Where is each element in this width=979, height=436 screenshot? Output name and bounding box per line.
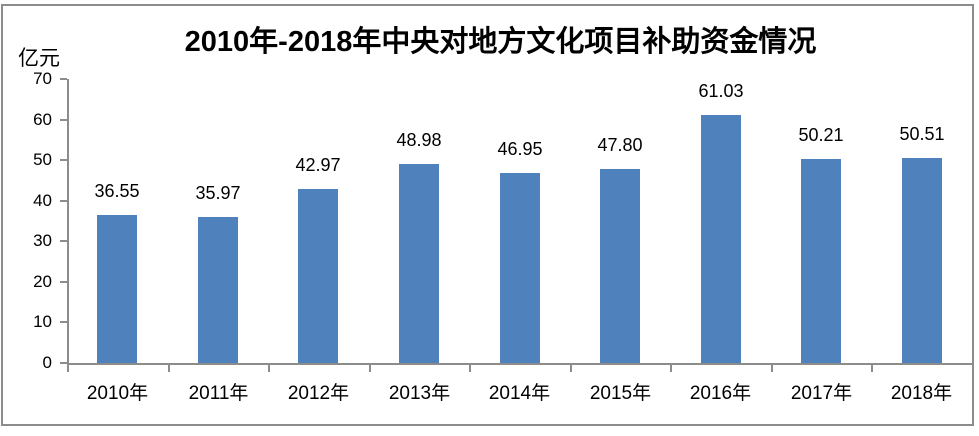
- bar: [97, 215, 137, 363]
- bar-value-label: 48.98: [396, 130, 442, 150]
- x-category-label: 2012年: [287, 383, 350, 404]
- bar: [198, 217, 238, 363]
- x-category-label: 2015年: [589, 383, 652, 404]
- bar: [399, 164, 439, 363]
- y-tick-label: 50: [33, 150, 52, 169]
- y-tick-label: 20: [33, 272, 52, 291]
- x-category-label: 2018年: [890, 383, 953, 404]
- y-axis-tick: [60, 362, 67, 364]
- x-category-label: 2014年: [488, 383, 551, 404]
- bar: [701, 115, 741, 363]
- x-category-label: 2016年: [689, 383, 752, 404]
- y-axis-tick: [60, 281, 67, 283]
- x-axis-tick: [268, 365, 270, 372]
- x-axis-tick: [369, 365, 371, 372]
- bar: [902, 158, 942, 363]
- bar: [600, 169, 640, 363]
- x-axis-tick: [771, 365, 773, 372]
- x-axis-tick: [670, 365, 672, 372]
- bar-value-label: 47.80: [597, 135, 643, 155]
- x-category-label: 2017年: [790, 383, 853, 404]
- x-axis-tick: [871, 365, 873, 372]
- x-axis-tick: [67, 365, 69, 372]
- y-axis-tick: [60, 321, 67, 323]
- y-axis-tick: [60, 119, 67, 121]
- x-category-label: 2011年: [188, 383, 249, 404]
- y-tick-label: 10: [33, 312, 52, 331]
- bar: [500, 173, 540, 363]
- bar: [801, 159, 841, 363]
- bar-value-label: 50.51: [899, 124, 945, 144]
- bar: [298, 189, 338, 363]
- chart-title: 2010年-2018年中央对地方文化项目补助资金情况: [184, 26, 817, 58]
- y-tick-label: 40: [33, 191, 52, 210]
- bar-value-label: 50.21: [798, 125, 844, 145]
- chart-border-frame: [1, 4, 974, 426]
- y-axis-unit-label: 亿元: [18, 47, 60, 70]
- x-axis-tick: [570, 365, 572, 372]
- y-axis-tick: [60, 200, 67, 202]
- bar-value-label: 36.55: [94, 181, 140, 201]
- x-axis-tick: [469, 365, 471, 372]
- bar-value-label: 35.97: [195, 183, 241, 203]
- y-tick-label: 0: [42, 353, 52, 372]
- y-axis-tick: [60, 78, 67, 80]
- y-tick-label: 60: [33, 110, 52, 129]
- x-axis-tick: [168, 365, 170, 372]
- y-tick-label: 70: [33, 69, 52, 88]
- y-axis-tick: [60, 159, 67, 161]
- y-axis-tick: [60, 240, 67, 242]
- bar-value-label: 46.95: [497, 139, 543, 159]
- x-axis-line: [67, 363, 974, 365]
- bar-value-label: 61.03: [698, 81, 744, 101]
- x-axis-tick: [972, 365, 974, 372]
- y-axis-line: [67, 79, 69, 372]
- bar-value-label: 42.97: [295, 155, 341, 175]
- x-category-label: 2010年: [86, 383, 149, 404]
- x-category-label: 2013年: [388, 383, 451, 404]
- y-tick-label: 30: [33, 231, 52, 250]
